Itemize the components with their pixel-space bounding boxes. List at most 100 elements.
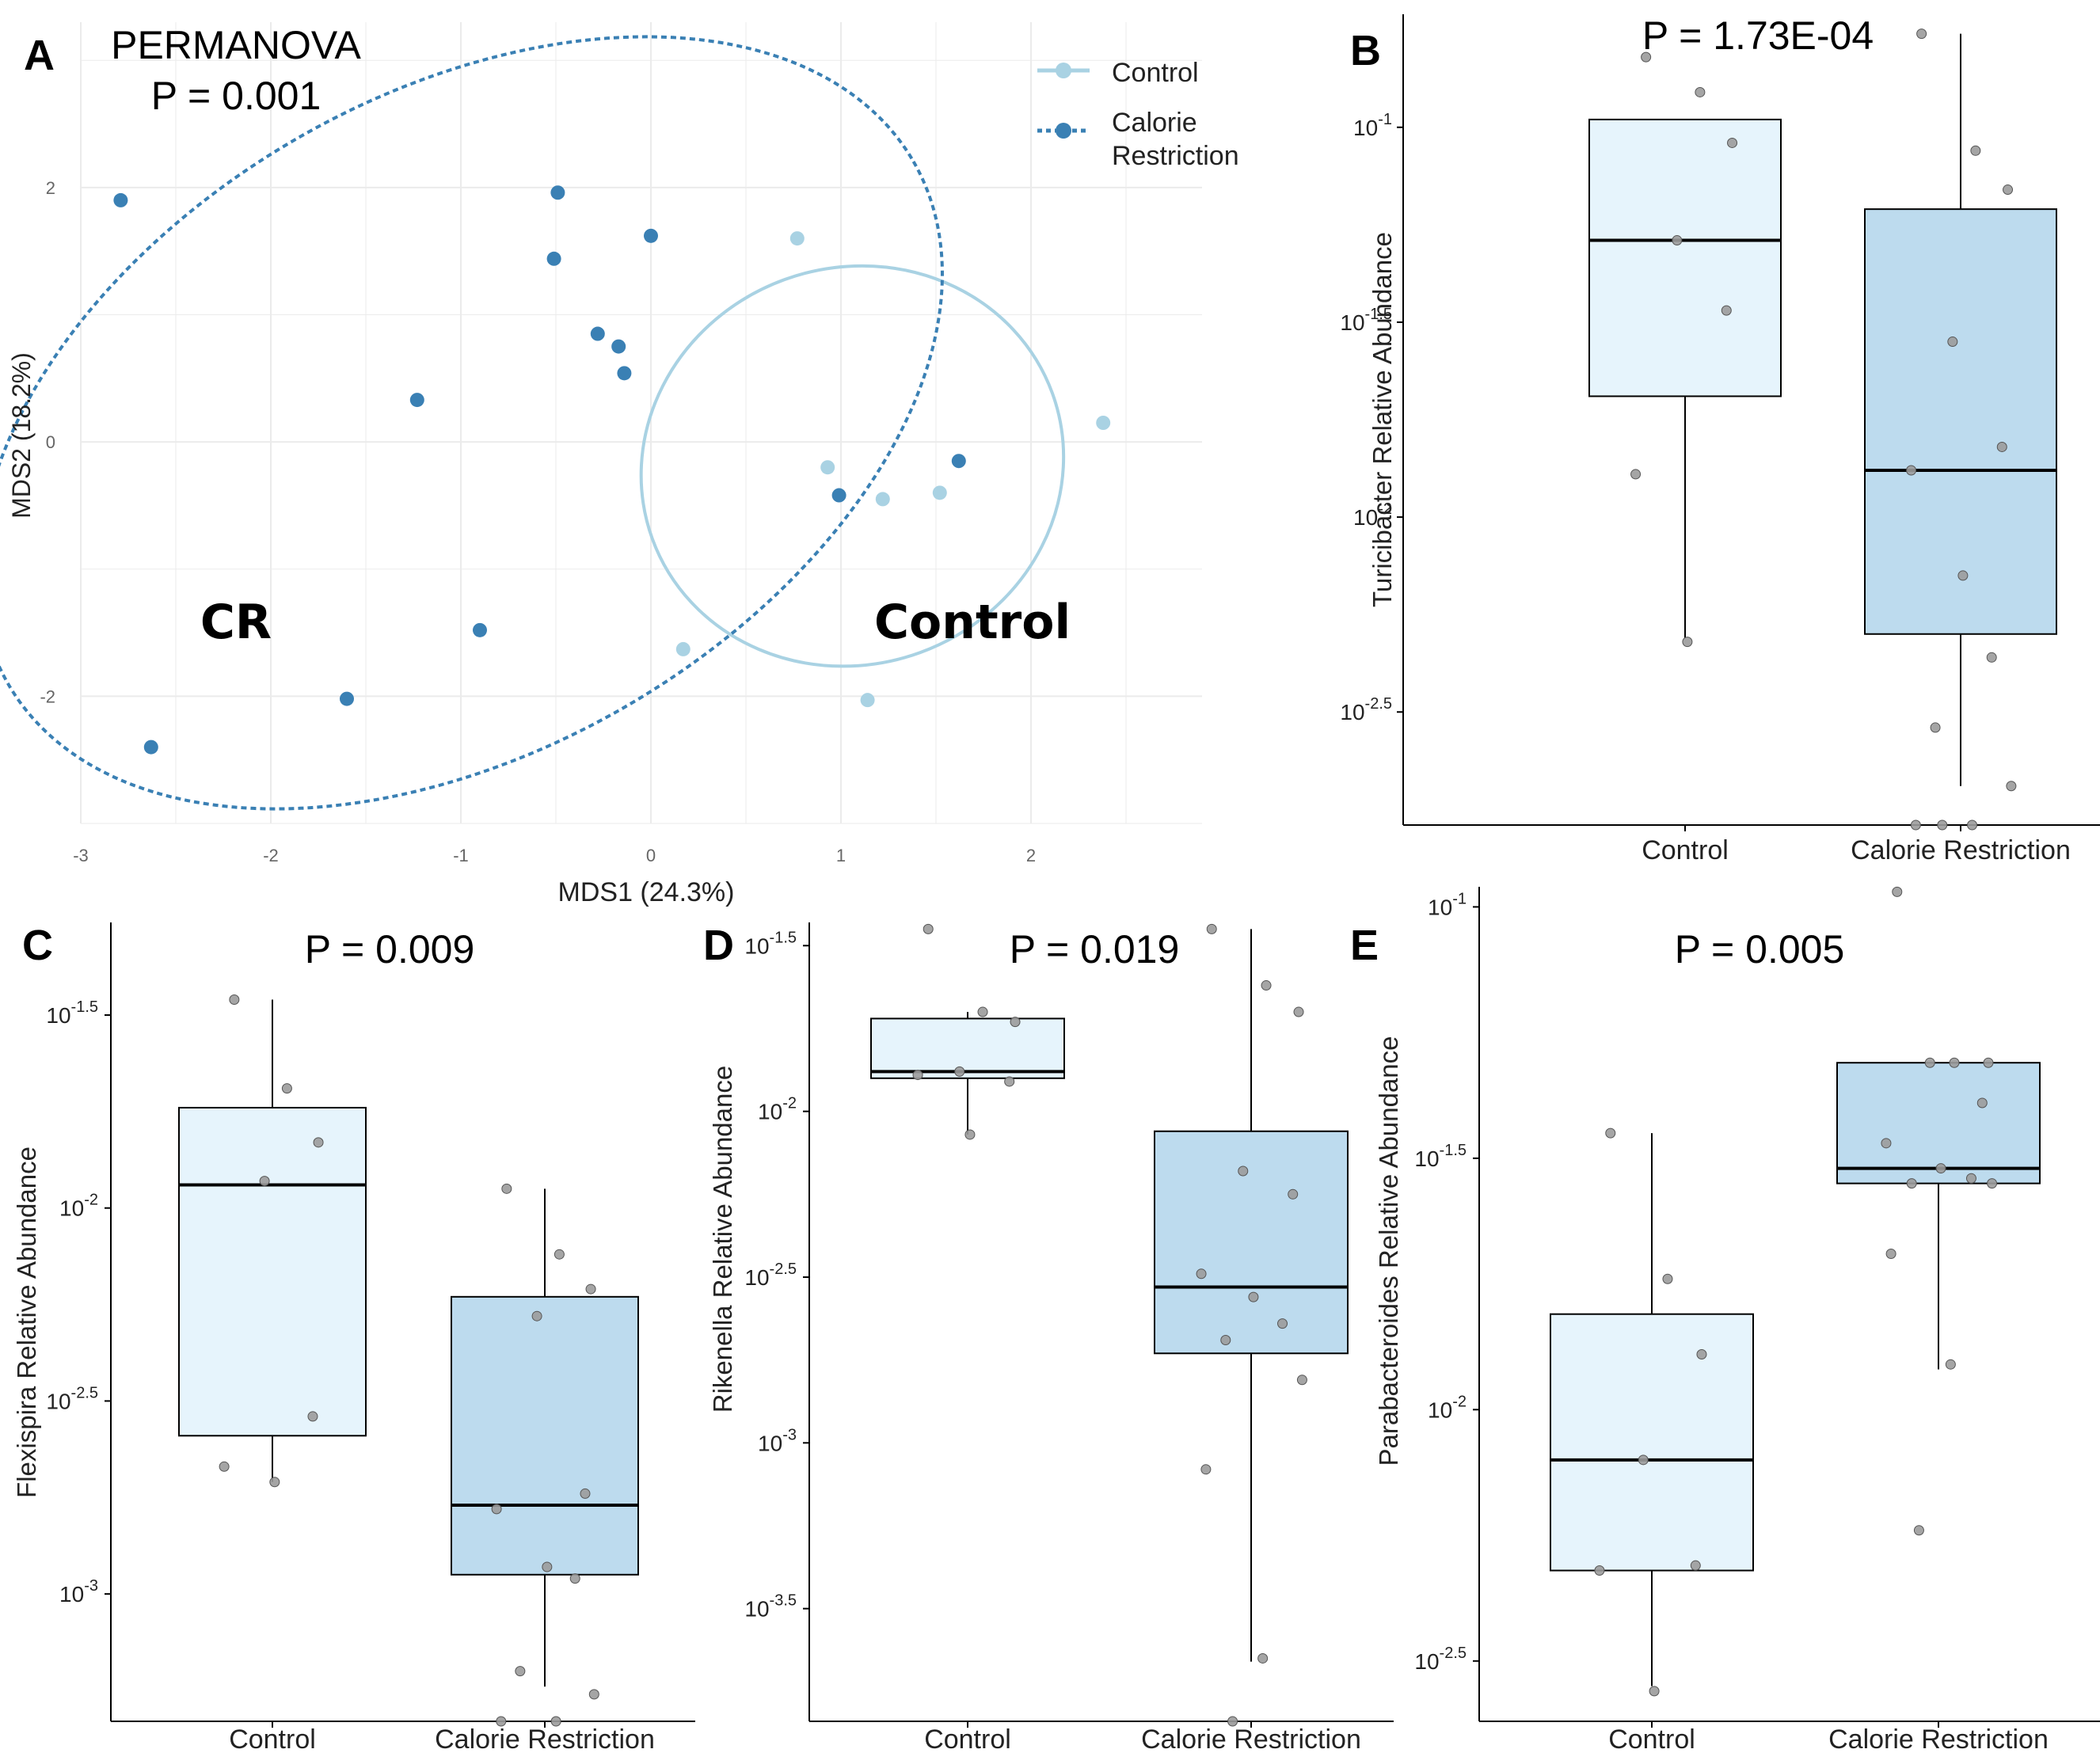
- panel-c-data-point: [313, 1137, 324, 1148]
- panel-b-y-tick-label: 10-1.5: [1340, 306, 1392, 335]
- panel-e-y-tick-exponent: -1: [1452, 890, 1467, 907]
- panel-e-y-tick-exponent: -2: [1452, 1393, 1467, 1410]
- panel-c-y-tick-label: 10-3: [59, 1577, 98, 1607]
- panel-e-data-point: [1892, 886, 1903, 897]
- panel-b-data-point: [1957, 570, 1969, 581]
- panel-e-data-point: [1649, 1686, 1660, 1697]
- panel-c-data-point: [219, 1461, 230, 1472]
- panel-c-data-point: [588, 1689, 599, 1700]
- panel-e-y-tick-label: 10-1: [1428, 890, 1467, 919]
- panel-d-data-point: [1238, 1165, 1249, 1177]
- panel-e-x-tick-label: Calorie Restriction: [1828, 1724, 2049, 1753]
- panel-d-data-point: [1010, 1017, 1021, 1028]
- panel-c-data-point: [259, 1176, 270, 1187]
- panel-a-x-axis-title: MDS1 (24.3%): [558, 877, 735, 907]
- panel-d-data-point: [1206, 923, 1217, 934]
- panel-d-data-point: [1257, 1652, 1269, 1664]
- panel-b-data-point: [1970, 145, 1981, 156]
- panel-d-y-tick-label: 10-2.5: [744, 1261, 797, 1290]
- legend-cr-label-line1: Calorie: [1112, 108, 1197, 138]
- panel-b-y-tick-label: 10-2.5: [1340, 695, 1392, 724]
- panel-b-data-point: [1937, 819, 1948, 831]
- panel-c-data-point: [307, 1411, 318, 1422]
- panel-e-data-point: [1945, 1359, 1956, 1370]
- panel-e-data-point: [1881, 1138, 1892, 1149]
- panel-d-data-point: [1196, 1268, 1207, 1280]
- panel-c-x-tick-label: Calorie Restriction: [435, 1724, 655, 1753]
- panel-a-legend: Control Calorie Restriction: [1037, 58, 1239, 171]
- panel-e-y-tick-label: 10-1.5: [1414, 1142, 1467, 1171]
- panel-d-data-point: [1277, 1318, 1288, 1329]
- panel-d-y-tick-label: 10-2: [758, 1095, 797, 1124]
- panel-b-y-axis-title: Turicibacter Relative Abundance: [1368, 232, 1397, 607]
- panel-c-data-point: [550, 1716, 561, 1727]
- panel-b-x-tick-label: Calorie Restriction: [1851, 835, 2071, 865]
- panel-a-ellipses: [0, 35, 1066, 811]
- panel-e-y-tick-label: 10-2: [1428, 1393, 1467, 1422]
- panel-d-x-tick-label: Control: [924, 1724, 1011, 1753]
- panel-a-x-tick-label: 1: [836, 846, 846, 865]
- panel-e-y-tick-base: 10: [1428, 895, 1452, 919]
- panel-c-y-tick-label: 10-1.5: [46, 998, 98, 1028]
- panel-d-box: [870, 1017, 1065, 1079]
- panel-b-y-tick-base: 10: [1340, 700, 1364, 724]
- panel-d-y-tick-label: 10-3.5: [744, 1592, 797, 1622]
- panel-d-data-point: [1248, 1291, 1259, 1302]
- panel-c-flexispira: C P = 0.009 10-1.510-210-2.510-3Flexispi…: [12, 922, 695, 1753]
- panel-b-data-point: [2003, 184, 2014, 196]
- legend-control-swatch: [1056, 63, 1071, 78]
- control-point: [789, 231, 805, 246]
- panel-e-data-point: [1987, 1178, 1998, 1189]
- panel-b-data-point: [1906, 465, 1917, 476]
- panel-e-data-point: [1690, 1560, 1701, 1571]
- cr-ellipse: [0, 35, 944, 811]
- panel-c-data-point: [580, 1488, 591, 1499]
- panel-c-data-point: [585, 1283, 596, 1295]
- panel-b-y-tick-exponent: -2.5: [1365, 695, 1392, 713]
- panel-e-box: [1550, 1313, 1754, 1572]
- panel-b-y-tick-exponent: -2: [1378, 500, 1392, 518]
- cr-point: [340, 691, 354, 706]
- panel-d-x-tick-label: Calorie Restriction: [1141, 1724, 1361, 1753]
- panel-d-data-point: [1296, 1375, 1307, 1386]
- cr-point: [409, 393, 424, 408]
- panel-b-data-point: [1641, 51, 1652, 63]
- legend-cr-label-line2: Restriction: [1112, 141, 1239, 171]
- panel-b-data-point: [1986, 652, 1997, 663]
- panel-e-data-point: [1906, 1178, 1917, 1189]
- panel-c-data-point: [269, 1477, 280, 1488]
- panel-b-y-tick-base: 10: [1353, 505, 1378, 530]
- panel-e-y-tick-base: 10: [1414, 1146, 1439, 1171]
- panel-e-y-axis-title: Parabacteroides Relative Abundance: [1374, 1036, 1403, 1466]
- panel-a-p-value: P = 0.001: [151, 74, 321, 118]
- panel-a-y-tick-label: 2: [46, 178, 55, 198]
- panel-d-data-point: [1293, 1006, 1304, 1017]
- panel-a-y-axis-title: MDS2 (18.2%): [7, 352, 36, 519]
- panel-e-x-tick-label: Control: [1608, 1724, 1695, 1753]
- panel-b-data-point: [1721, 305, 1732, 316]
- panel-c-data-point: [515, 1666, 526, 1677]
- panel-b-y-tick-exponent: -1: [1378, 111, 1392, 128]
- panel-e-data-point: [1662, 1273, 1673, 1284]
- panel-e-box: [1836, 1062, 2041, 1185]
- panel-e-data-point: [1594, 1565, 1605, 1576]
- panel-d-data-point: [912, 1070, 923, 1081]
- panel-b-y-tick-label: 10-1: [1353, 111, 1392, 140]
- panel-b-y-tick-label: 10-2: [1353, 500, 1392, 530]
- panel-d-rikenella: D P = 0.019 10-1.510-210-2.510-310-3.5Ri…: [703, 922, 1394, 1753]
- panel-e-data-point: [1965, 1173, 1976, 1184]
- panel-e-data-point: [1913, 1525, 1924, 1536]
- panel-e-data-point: [1638, 1454, 1649, 1466]
- panel-d-y-tick-exponent: -1.5: [770, 929, 797, 946]
- panel-d-box: [1154, 1130, 1349, 1355]
- panel-e-letter: E: [1350, 922, 1379, 969]
- panel-d-y-tick-exponent: -3: [782, 1426, 797, 1443]
- cr-point: [143, 740, 158, 755]
- panel-d-y-tick-label: 10-1.5: [744, 929, 797, 958]
- panel-c-x-tick-label: Control: [229, 1724, 316, 1753]
- panel-b-y-tick-base: 10: [1340, 310, 1364, 335]
- panel-b-data-point: [1996, 441, 2007, 452]
- panel-c-data-point: [554, 1249, 565, 1260]
- panel-e-data-point: [1935, 1163, 1946, 1174]
